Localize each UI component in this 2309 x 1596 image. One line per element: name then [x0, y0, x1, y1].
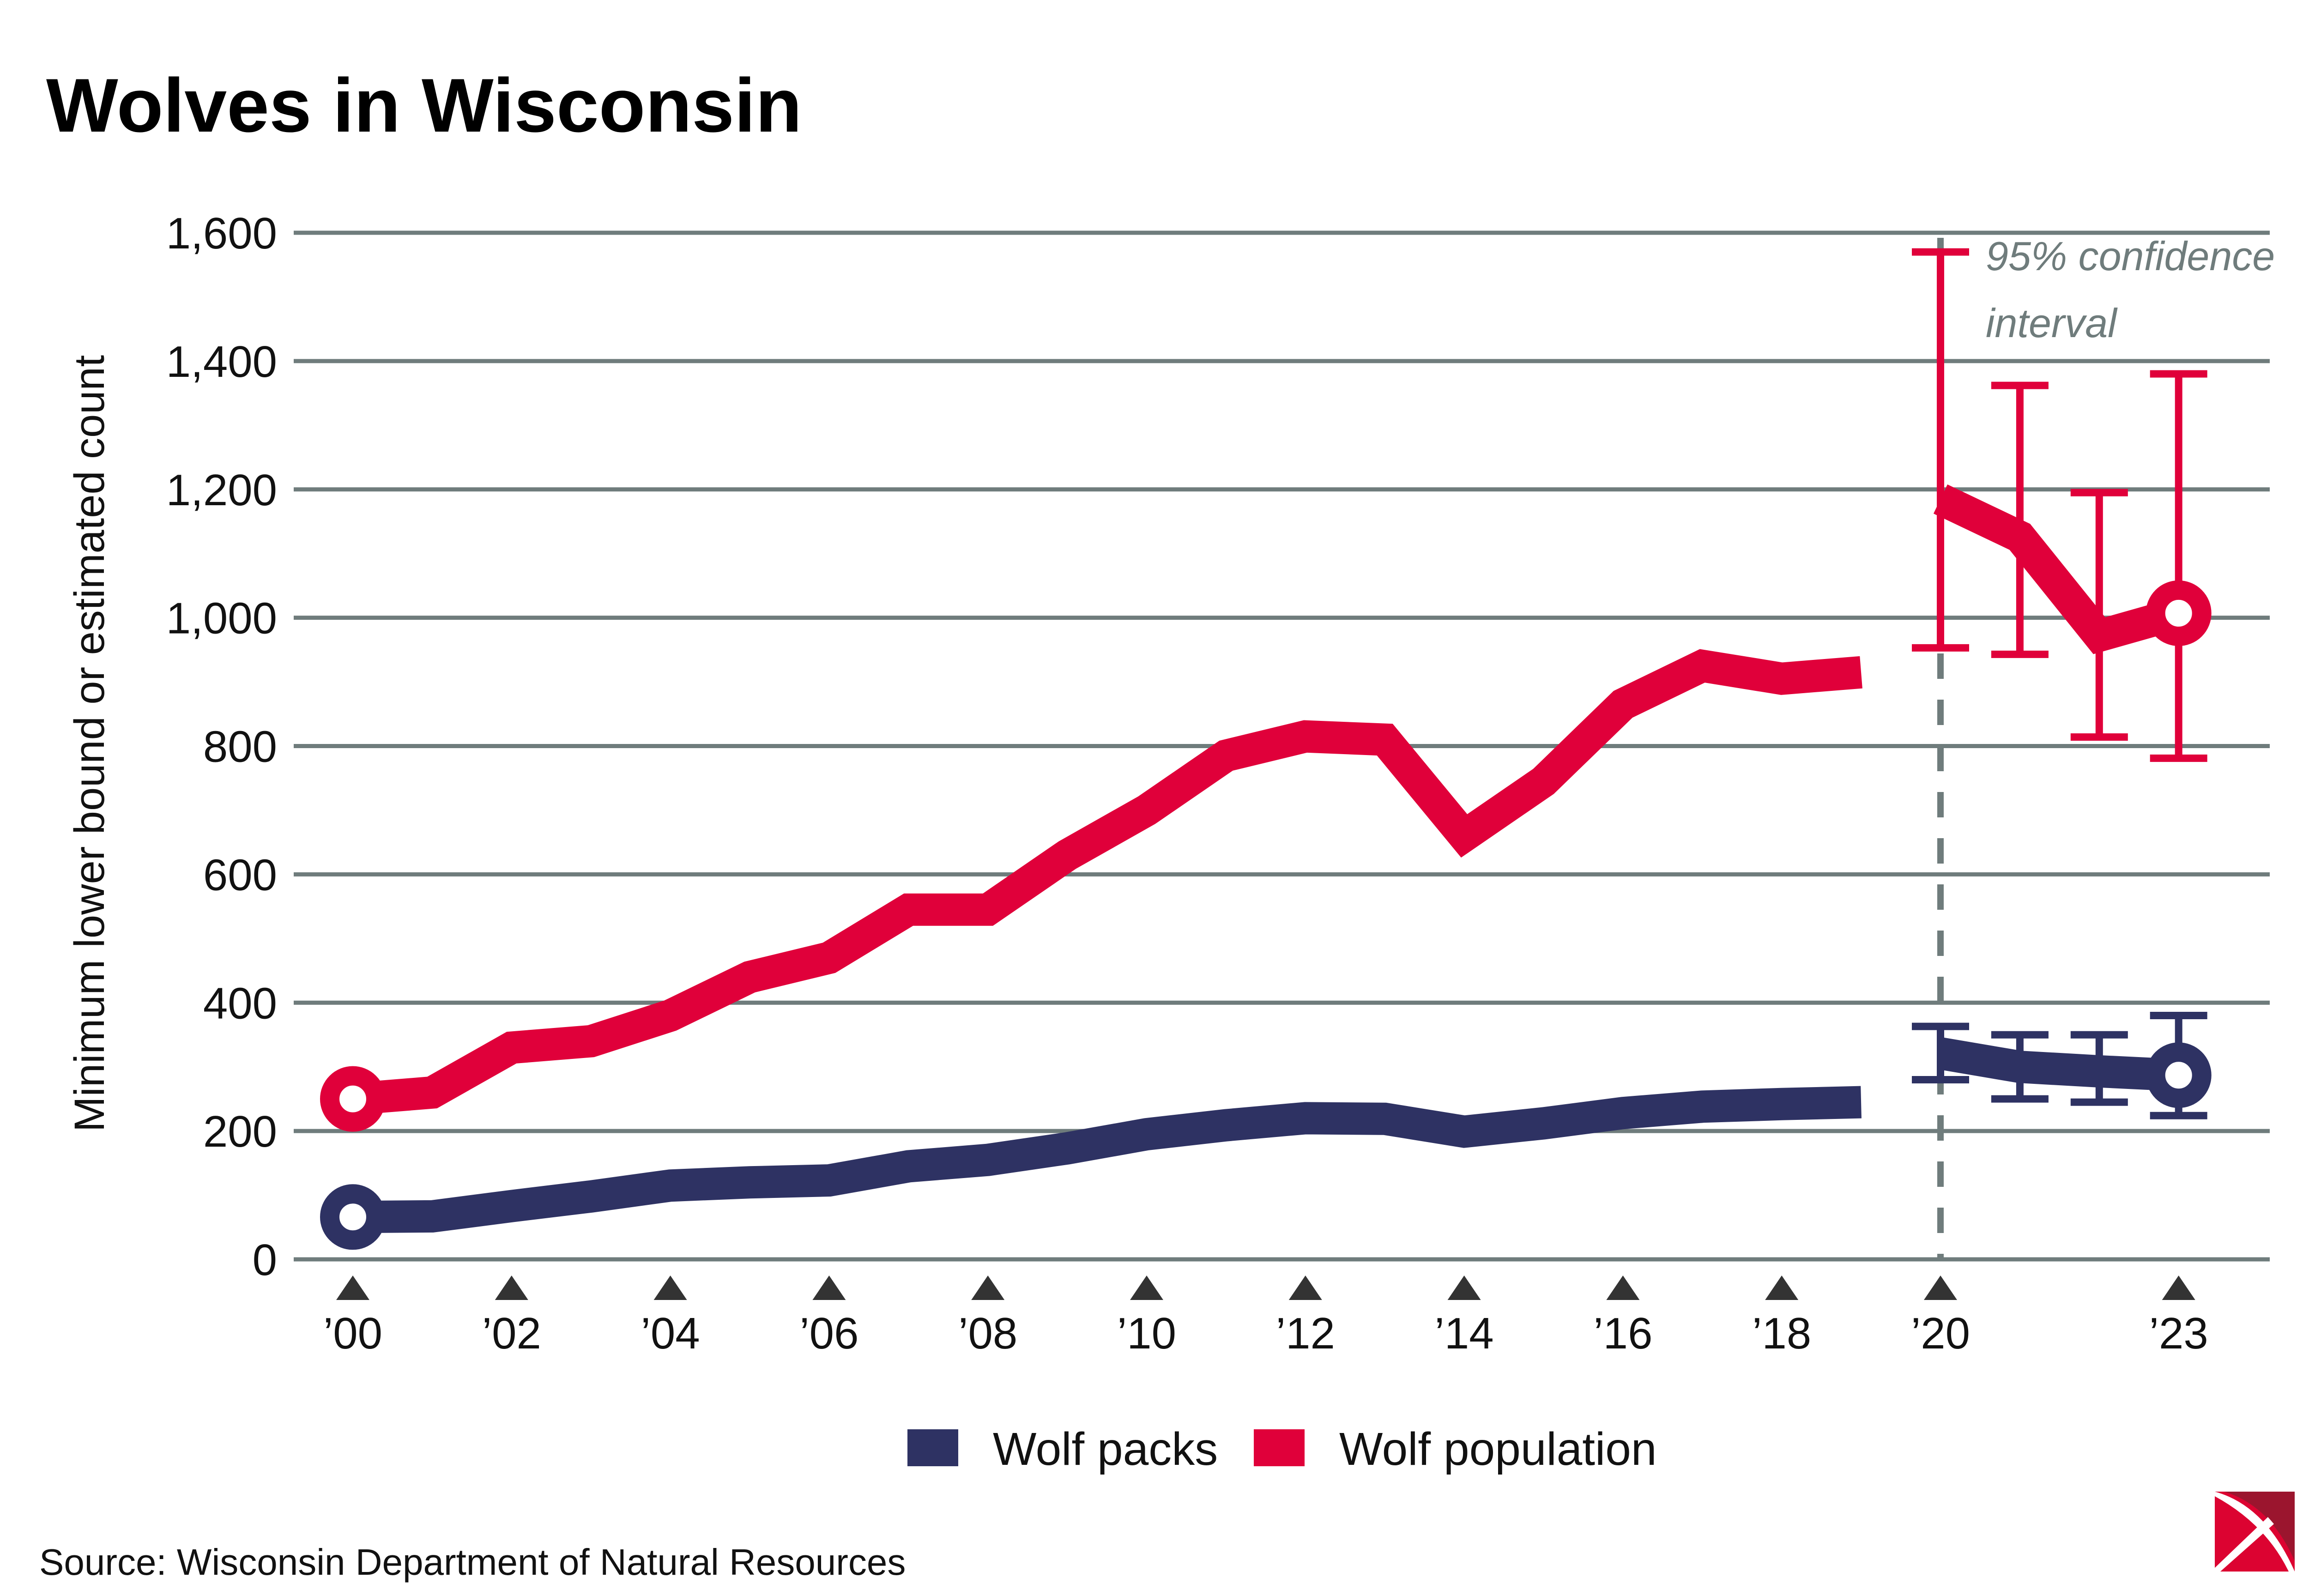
legend-swatch-wolf-population: [1254, 1429, 1305, 1466]
x-tick-marker: [1606, 1276, 1640, 1300]
x-axis: ’00 ’02 ’04 ’06 ’08 ’10 ’12 ’14 ’16 ’18 ’20 ’23: [323, 1276, 2208, 1358]
endpoint-marker: [2146, 1042, 2212, 1108]
y-axis-label: Minimum lower bound or estimated count: [66, 355, 113, 1132]
y-tick-label: 1,400: [166, 337, 277, 387]
ci-annotation-line1: 95% confidence: [1986, 233, 2275, 279]
legend-label-wolf-packs: Wolf packs: [993, 1423, 1218, 1475]
x-tick-marker: [336, 1276, 369, 1300]
ci-annotation-line2: interval: [1986, 300, 2118, 346]
x-tick-marker: [1288, 1276, 1322, 1300]
publisher-logo: [2215, 1492, 2295, 1572]
chart-title: Wolves in Wisconsin: [46, 63, 802, 148]
legend-swatch-wolf-packs: [907, 1429, 958, 1466]
y-tick-label: 600: [203, 850, 277, 900]
legend: Wolf packs Wolf population: [907, 1423, 1657, 1475]
x-tick-marker: [2162, 1276, 2195, 1300]
y-tick-label: 1,200: [166, 466, 277, 515]
x-tick-marker: [1924, 1276, 1957, 1300]
y-tick-label: 1,000: [166, 594, 277, 643]
x-tick-marker: [971, 1276, 1005, 1300]
series-wolf-population: [320, 248, 2212, 1132]
x-tick-marker: [812, 1276, 846, 1300]
x-tick-label: ’00: [323, 1309, 382, 1358]
endpoint-marker: [320, 1066, 386, 1132]
y-tick-label: 800: [203, 722, 277, 772]
x-tick-label: ’02: [482, 1309, 541, 1358]
x-tick-label: ’14: [1435, 1309, 1494, 1358]
y-tick-label: 400: [203, 979, 277, 1028]
x-tick-label: ’23: [2149, 1309, 2208, 1358]
x-tick-label: ’16: [1593, 1309, 1652, 1358]
endpoint-marker: [320, 1184, 386, 1250]
x-tick-label: ’04: [641, 1309, 700, 1358]
series-wolf-packs: [320, 1012, 2212, 1250]
y-axis: 0 200 400 600 800 1,000 1,200 1,400 1,600: [166, 209, 277, 1285]
x-tick-label: ’06: [799, 1309, 858, 1358]
x-tick-label: ’20: [1911, 1309, 1970, 1358]
x-tick-marker: [495, 1276, 528, 1300]
series-estimate-line: [1938, 1037, 2180, 1092]
series-estimate-line: [1933, 484, 2183, 654]
x-tick-marker: [1765, 1276, 1799, 1300]
legend-label-wolf-population: Wolf population: [1339, 1423, 1657, 1475]
x-tick-label: ’08: [958, 1309, 1017, 1358]
x-tick-label: ’10: [1117, 1309, 1176, 1358]
x-tick-marker: [653, 1276, 687, 1300]
x-tick-marker: [1130, 1276, 1163, 1300]
source-note: Source: Wisconsin Department of Natural …: [39, 1542, 906, 1583]
y-tick-label: 1,600: [166, 209, 277, 258]
x-tick-label: ’18: [1752, 1309, 1811, 1358]
series: [320, 248, 2212, 1250]
y-tick-label: 200: [203, 1107, 277, 1156]
x-tick-marker: [1447, 1276, 1481, 1300]
y-tick-label: 0: [253, 1235, 277, 1285]
series-line: [351, 649, 1862, 1115]
x-tick-label: ’12: [1276, 1309, 1335, 1358]
endpoint-marker: [2146, 580, 2212, 646]
series-line: [352, 1086, 1862, 1233]
